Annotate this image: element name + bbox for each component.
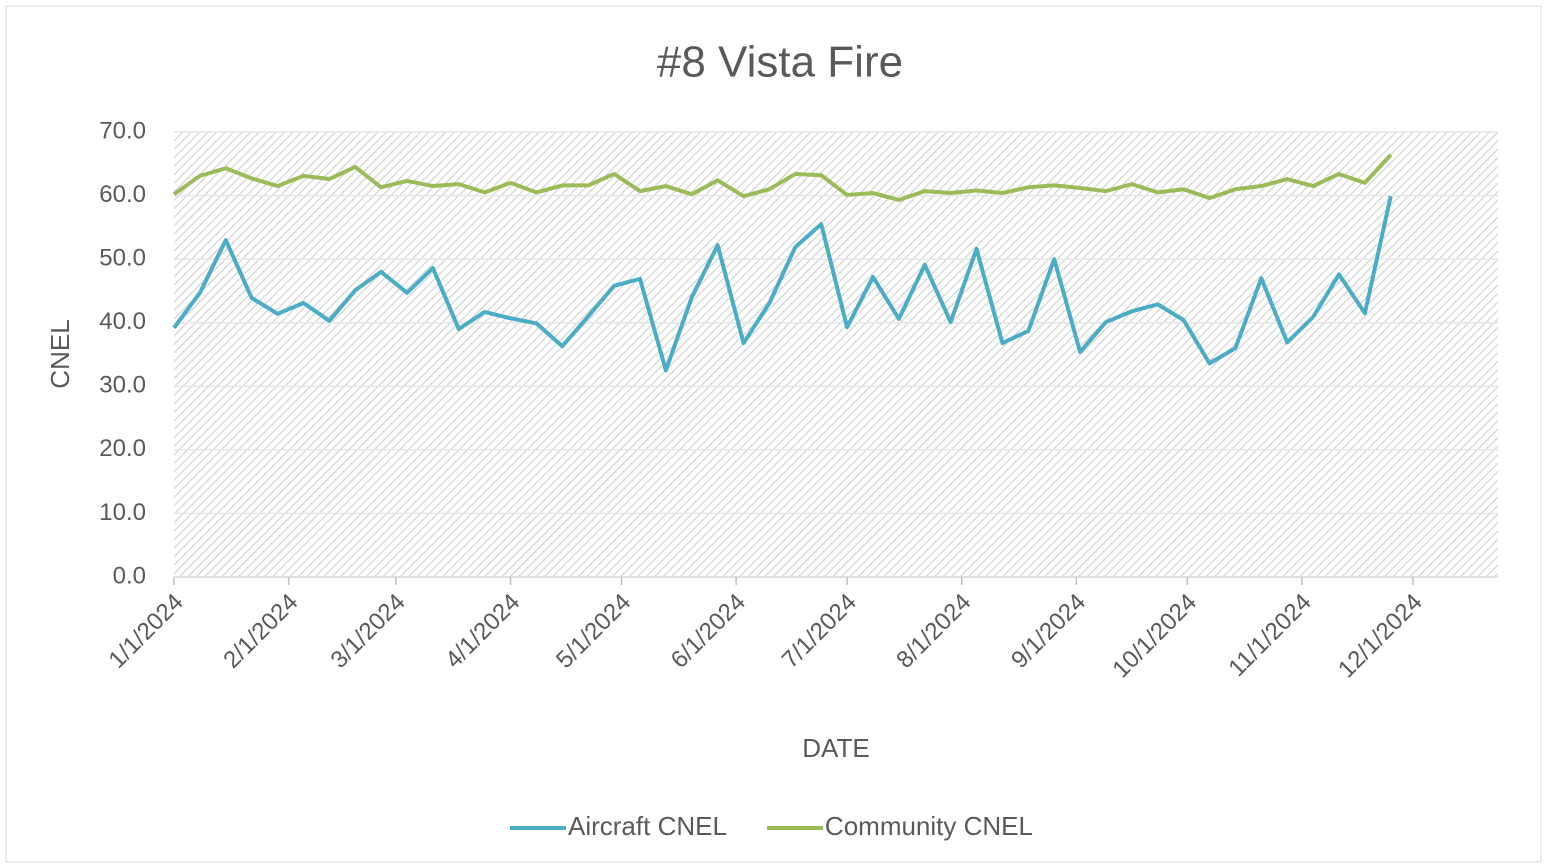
y-tick-label: 40.0 [99,308,146,335]
legend-label: Aircraft CNEL [568,811,727,841]
y-tick-label: 50.0 [99,244,146,271]
series-line [172,153,1393,203]
y-axis-title: CNEL [45,319,75,388]
chart-title: #8 Vista Fire [657,38,903,87]
y-tick-label: 10.0 [99,499,146,526]
y-tick-label: 70.0 [99,117,146,144]
legend-label: Community CNEL [825,811,1033,841]
y-tick-label: 0.0 [113,562,146,589]
series-line [172,195,1393,373]
plot-area [174,132,1498,577]
x-axis-title: DATE [802,733,869,763]
y-tick-label: 20.0 [99,435,146,462]
y-tick-label: 60.0 [99,181,146,208]
y-tick-label: 30.0 [99,372,146,399]
